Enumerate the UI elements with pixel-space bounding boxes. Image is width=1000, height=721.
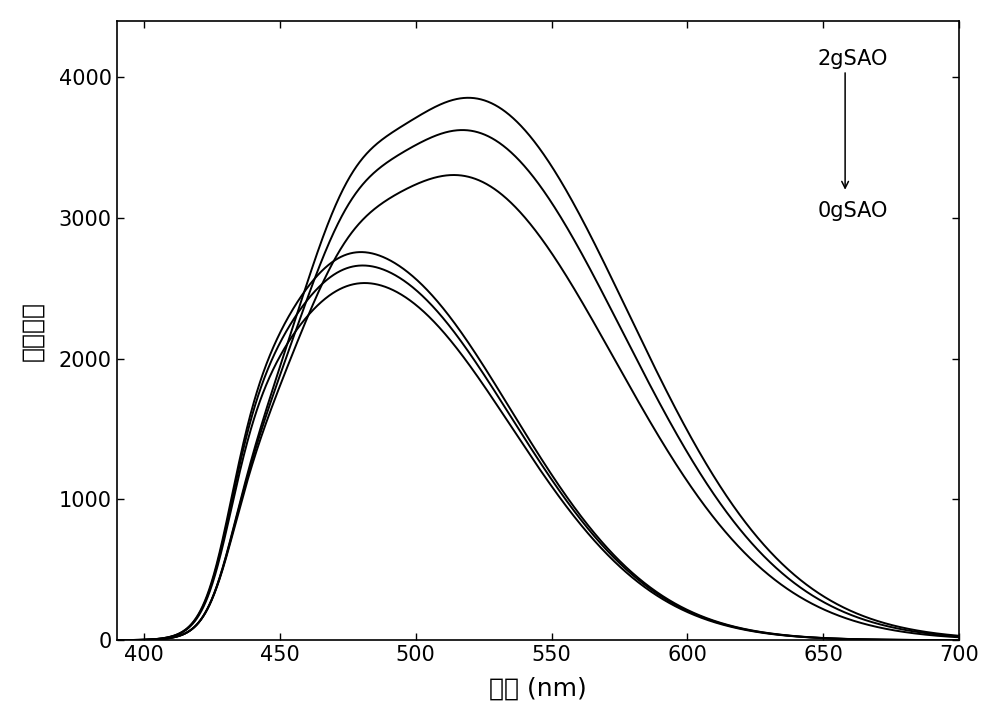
X-axis label: 波长 (nm): 波长 (nm) xyxy=(489,676,587,700)
Y-axis label: 荧光强度: 荧光强度 xyxy=(21,301,45,360)
Text: 2gSAO: 2gSAO xyxy=(818,49,888,68)
Text: 0gSAO: 0gSAO xyxy=(818,201,888,221)
